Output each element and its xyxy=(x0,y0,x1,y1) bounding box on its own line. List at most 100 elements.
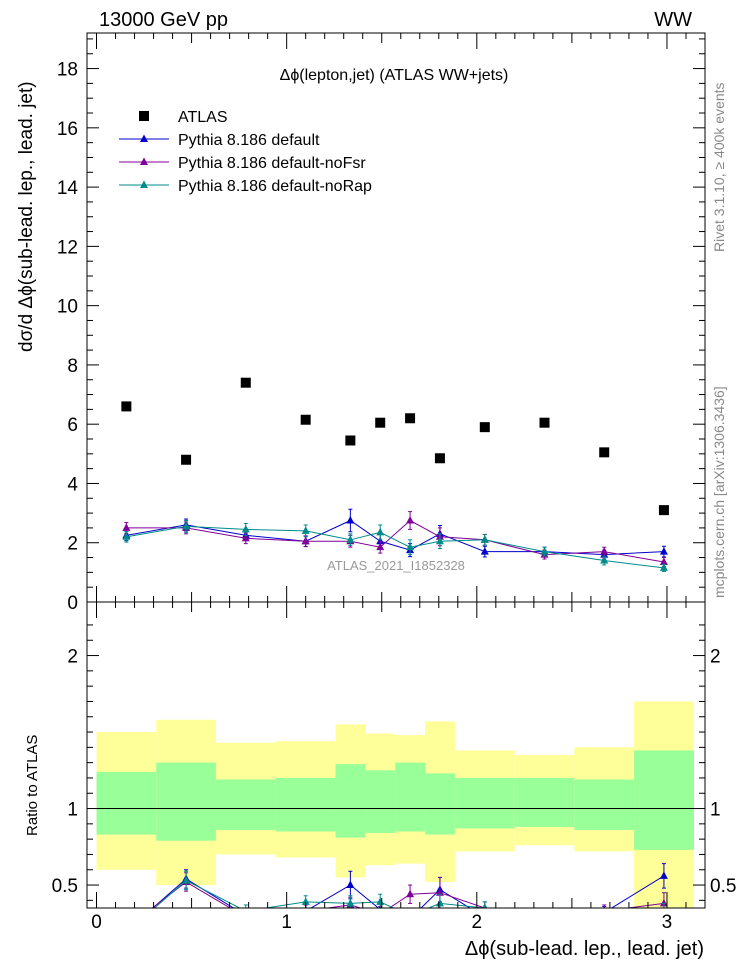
uncertainty-band-green xyxy=(395,762,426,832)
y-tick-label: 18 xyxy=(57,60,78,81)
ratio-point-noFsr xyxy=(242,913,250,921)
ratio-point-noRap xyxy=(406,911,414,919)
ratio-point-noRap xyxy=(182,875,191,884)
ratio-frame xyxy=(86,601,706,909)
data-point-atlas xyxy=(539,417,550,428)
series-line-noFsr xyxy=(126,519,664,563)
ratio-point-noRap xyxy=(301,897,310,905)
y-axis-label: dσ/d Δϕ(sub-lead. lep., lead. jet) xyxy=(16,81,37,352)
energy-label: 13000 GeV pp xyxy=(99,9,228,31)
ratio-point-noRap xyxy=(600,914,608,922)
legend-label: ATLAS xyxy=(178,109,228,126)
uncertainty-band-green xyxy=(634,750,694,850)
rivet-label: Rivet 3.1.10, ≥ 400k events xyxy=(711,82,727,252)
ratio-point-noRap xyxy=(376,897,385,905)
data-point-atlas xyxy=(181,454,192,465)
y-tick-label: 0 xyxy=(67,593,78,614)
legend-label: Pythia 8.186 default xyxy=(178,132,320,149)
uncertainty-band-green xyxy=(96,771,157,835)
legend-marker-noFsr xyxy=(140,157,148,165)
uncertainty-band-green xyxy=(425,773,455,835)
data-point-atlas xyxy=(405,413,416,424)
ratio-axis-label: Ratio to ATLAS xyxy=(24,735,41,836)
y-tick-label: 8 xyxy=(67,356,78,377)
ratio-point-noRap xyxy=(346,898,355,907)
ratio-point-noFsr xyxy=(541,917,549,925)
data-point-noFsr xyxy=(659,557,668,565)
data-point-atlas xyxy=(345,435,356,446)
ratio-panel: 0.5 0.5 1 1 2 2 0 1 2 3 Ratio to ATLAS Δϕ(sub-lea… xyxy=(24,601,736,960)
ratio-point-default xyxy=(541,914,549,922)
y-tick-label: 2 xyxy=(67,534,78,555)
data-point-noFsr xyxy=(600,547,609,555)
data-point-atlas xyxy=(240,377,251,388)
y-tick-label: 16 xyxy=(57,119,78,140)
data-point-noRap xyxy=(406,542,415,551)
ratio-point-noRap xyxy=(482,903,488,908)
x-axis-label: Δϕ(sub-lead. lep., lead. jet) xyxy=(465,938,704,960)
ratio-point-default xyxy=(122,926,130,934)
y-tick-label: 6 xyxy=(67,415,78,436)
uncertainty-band-green xyxy=(275,777,336,832)
ratio-tick-label-left: 0.5 xyxy=(52,876,78,897)
analysis-watermark: ATLAS_2021_I1852328 xyxy=(327,558,465,573)
mcplots-label: mcplots.cern.ch [arXiv:1306.3436] xyxy=(711,386,727,598)
data-point-noFsr xyxy=(406,516,415,524)
ratio-point-default xyxy=(600,908,608,916)
data-point-noFsr xyxy=(301,536,310,545)
data-point-default xyxy=(346,516,355,524)
uncertainty-band-green xyxy=(335,764,366,838)
uncertainty-band-green xyxy=(514,777,575,827)
chart-title: Δϕ(lepton,jet) (ATLAS WW+jets) xyxy=(280,67,509,84)
ratio-line-noFsr xyxy=(151,881,664,908)
x-tick-label: 1 xyxy=(281,912,292,933)
data-point-noRap xyxy=(659,563,668,571)
data-point-atlas xyxy=(658,505,669,516)
data-point-default xyxy=(480,547,489,555)
ratio-point-default xyxy=(242,911,250,919)
legend: ATLAS Pythia 8.186 default Pythia 8.186 de… xyxy=(119,109,372,195)
y-tick-label: 4 xyxy=(67,474,78,495)
y-tick-label: 12 xyxy=(57,237,78,258)
x-tick-label: 2 xyxy=(472,912,483,933)
data-point-noRap xyxy=(241,524,250,533)
ratio-tick-label-left: 2 xyxy=(67,647,78,668)
y-tick-label: 10 xyxy=(57,297,78,318)
data-point-noRap xyxy=(376,527,385,536)
data-point-atlas xyxy=(121,401,132,412)
data-point-default xyxy=(659,547,668,555)
ratio-line-noRap xyxy=(153,879,488,908)
ratio-point-default xyxy=(346,880,355,889)
data-point-atlas xyxy=(300,414,311,425)
ratio-point-default xyxy=(406,914,414,922)
data-point-noRap xyxy=(480,535,489,543)
legend-marker-default xyxy=(140,134,148,142)
ratio-point-noRap xyxy=(122,928,130,936)
legend-label: Pythia 8.186 default-noFsr xyxy=(178,155,366,172)
uncertainty-band-green xyxy=(574,779,635,830)
legend-marker-noRap xyxy=(140,180,148,188)
series-line-noRap xyxy=(126,525,664,569)
y-tick-label: 14 xyxy=(57,178,79,199)
data-point-default xyxy=(376,536,385,545)
ratio-point-noFsr xyxy=(406,889,415,898)
uncertainty-band-green xyxy=(156,762,216,841)
ratio-point-default xyxy=(659,871,668,879)
data-point-noRap xyxy=(540,547,549,555)
uncertainty-band-green xyxy=(454,777,515,829)
series-line-default xyxy=(126,519,664,556)
main-panel: 0 2 4 6 8 10 12 14 16 18 Δϕ(lepton,jet) (ATLAS WW… xyxy=(16,32,706,614)
data-point-atlas xyxy=(599,447,610,458)
uncertainty-band-green xyxy=(215,779,276,830)
data-point-noRap xyxy=(301,526,310,534)
data-point-noFsr xyxy=(376,542,385,551)
data-point-noRap xyxy=(182,521,191,530)
ratio-point-noFsr xyxy=(376,910,384,918)
ratio-point-noFsr xyxy=(122,923,130,931)
x-tick-label: 3 xyxy=(662,912,673,933)
data-point-noFsr xyxy=(122,523,131,531)
data-point-noRap xyxy=(435,536,444,545)
legend-label: Pythia 8.186 default-noRap xyxy=(178,178,372,195)
data-point-atlas xyxy=(479,422,490,433)
